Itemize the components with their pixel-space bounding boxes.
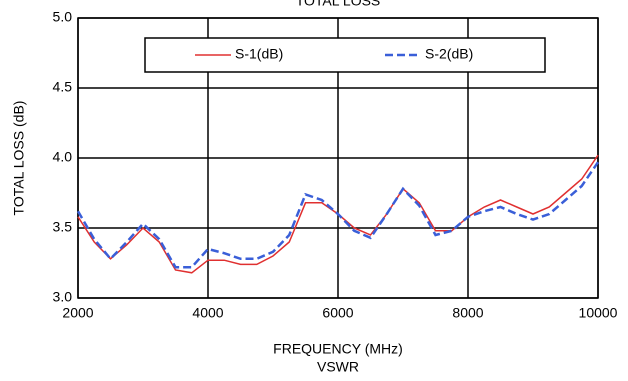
plot-frame	[77, 17, 599, 299]
y-tick-label: 5.0	[53, 9, 73, 25]
y-tick-label: 4.0	[53, 149, 73, 165]
y-tick-label: 4.5	[53, 79, 73, 95]
chart-title: TOTAL LOSS	[296, 0, 381, 9]
legend-label: S-1(dB)	[235, 46, 283, 62]
x-axis-label: FREQUENCY (MHz)	[273, 341, 403, 357]
legend-label: S-2(dB)	[425, 46, 473, 62]
subtitle: VSWR	[317, 359, 359, 375]
y-axis-label: TOTAL LOSS (dB)	[11, 101, 27, 216]
y-tick-label: 3.0	[53, 289, 73, 305]
series-line	[76, 161, 600, 269]
x-tick-label: 2000	[62, 305, 93, 321]
x-tick-label: 8000	[452, 305, 483, 321]
x-tick-label: 10000	[579, 305, 618, 321]
x-tick-label: 6000	[322, 305, 353, 321]
y-tick-label: 3.5	[53, 219, 73, 235]
x-tick-label: 4000	[192, 305, 223, 321]
